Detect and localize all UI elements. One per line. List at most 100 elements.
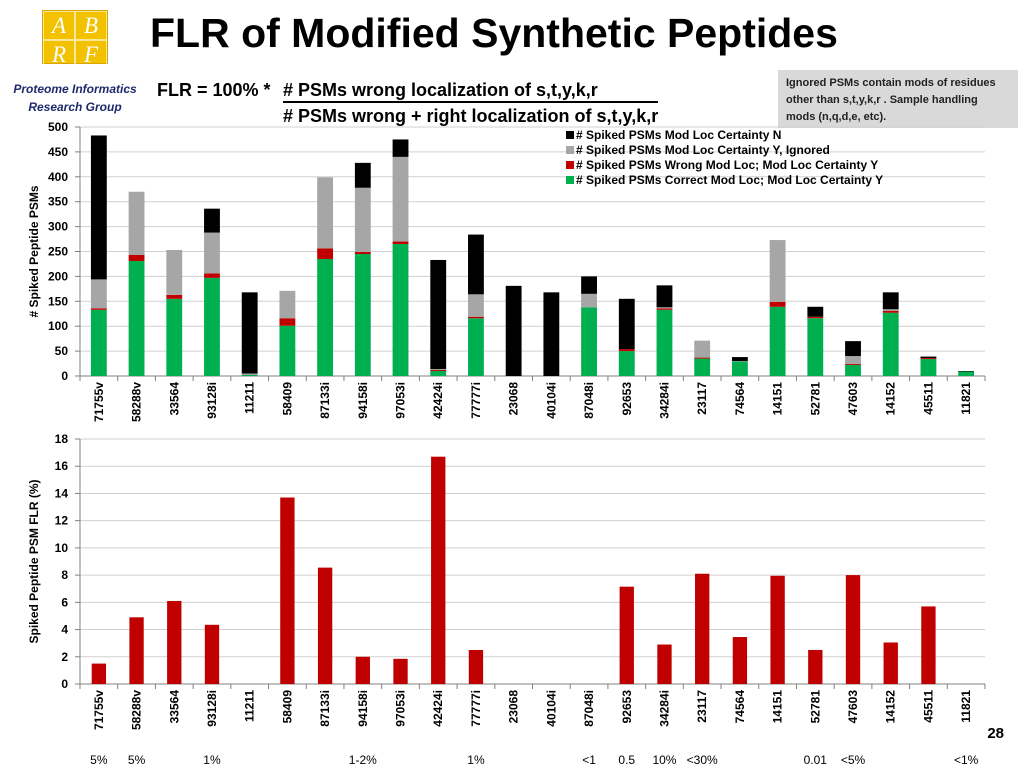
psm-bar-segment [392, 156, 409, 242]
flr-chart-category-label: 11821 [959, 690, 973, 723]
psm-chart-category-label: 34284i [657, 382, 671, 419]
flr-chart-category-label: 97053i [394, 690, 408, 727]
legend-swatch [566, 146, 574, 154]
psm-bar-segment [468, 318, 484, 376]
psm-bar-segment [128, 191, 145, 255]
psm-chart-ytick-label: 200 [48, 269, 68, 283]
psm-chart-category-label: 23068 [507, 382, 521, 416]
psm-bar-segment [769, 301, 786, 307]
flr-bar [167, 600, 182, 684]
logo-letter: R [43, 40, 75, 69]
psm-bar-segment [882, 310, 899, 313]
flr-chart-ytick-label: 4 [61, 623, 68, 637]
legend-label: # Spiked PSMs Mod Loc Certainty N [576, 128, 781, 142]
flr-annotation: <30% [687, 753, 718, 767]
legend-swatch [566, 161, 574, 169]
org-line1: Proteome Informatics [13, 82, 137, 96]
psm-bar-segment [581, 276, 597, 294]
flr-bar [317, 567, 333, 684]
psm-bar-segment [279, 325, 296, 376]
flr-bar [732, 637, 748, 684]
psm-bar-segment [656, 309, 673, 376]
flr-chart-ytick-label: 16 [55, 459, 69, 473]
psm-bar-segment [354, 253, 371, 376]
flr-chart-y-axis-title: Spiked Peptide PSM FLR (%) [27, 479, 41, 643]
psm-chart-ytick-label: 100 [48, 319, 68, 333]
flr-annotation: <1 [582, 753, 596, 767]
flr-chart-category-label: 74564 [733, 690, 747, 724]
psm-bar-segment [279, 318, 296, 326]
psm-chart-category-label: 47603 [846, 382, 860, 416]
psm-bar-segment [769, 240, 786, 302]
psm-chart-category-label: 58288v [130, 382, 144, 422]
psm-bar-segment [430, 259, 447, 370]
psm-chart-ytick-label: 500 [48, 120, 68, 134]
psm-chart-ytick-label: 400 [48, 170, 68, 184]
psm-bar-segment [468, 316, 484, 319]
psm-chart-category-label: 42424i [431, 382, 445, 419]
flr-bar [355, 656, 370, 684]
psm-bar-segment [845, 341, 861, 357]
flr-chart-category-label: 77777i [469, 690, 483, 727]
legend-swatch [566, 176, 574, 184]
flr-bar [431, 456, 446, 684]
psm-chart-category-label: 97053i [394, 382, 408, 419]
psm-chart-category-label: 94158i [356, 382, 370, 419]
flr-bar [808, 649, 823, 684]
flr-bar [280, 497, 295, 684]
psm-bar-segment [920, 359, 937, 376]
flr-annotation: 0.5 [618, 753, 635, 767]
psm-bar-segment [807, 318, 824, 376]
org-line2: Research Group [28, 100, 122, 114]
psm-bar-segment [505, 285, 522, 376]
psm-bar-segment [731, 361, 748, 362]
flr-annotation: 1-2% [349, 753, 377, 767]
flr-chart-category-label: 93128i [205, 690, 219, 727]
psm-chart-category-label: 14151 [771, 382, 785, 416]
flr-bar [921, 606, 936, 684]
psm-chart-category-label: 33564 [167, 382, 181, 416]
psm-chart-ytick-label: 450 [48, 145, 68, 159]
psm-bar-segment [317, 258, 334, 376]
psm-chart-category-label: 45511 [921, 382, 935, 415]
flr-chart-ytick-label: 6 [61, 595, 68, 609]
psm-chart-category-label: 58409 [280, 382, 294, 416]
psm-bar-segment [468, 294, 484, 317]
psm-bar-segment [694, 357, 711, 359]
legend-label: # Spiked PSMs Wrong Mod Loc; Mod Loc Cer… [576, 158, 878, 172]
psm-bar-segment [241, 375, 258, 376]
psm-bar-segment [618, 349, 635, 352]
flr-chart-category-label: 23117 [695, 690, 709, 723]
psm-chart-category-label: 93128i [205, 382, 219, 419]
psm-bar-segment [317, 248, 334, 259]
flr-chart-category-label: 14151 [771, 690, 785, 724]
formula-denominator: # PSMs wrong + right localization of s,t… [283, 106, 659, 126]
psm-bar-segment [430, 369, 447, 371]
flr-chart-ytick-label: 8 [61, 568, 68, 582]
flr-bar [695, 573, 710, 684]
flr-annotation: 1% [203, 753, 221, 767]
psm-chart-category-label: 74564 [733, 382, 747, 416]
flr-chart-ytick-label: 10 [55, 541, 69, 555]
psm-bar-segment [166, 298, 183, 376]
psm-bar-segment [656, 308, 673, 310]
psm-bar-segment [581, 307, 597, 376]
psm-bar-segment [392, 139, 409, 157]
flr-bar [619, 586, 634, 684]
psm-bar-segment [882, 309, 899, 311]
flr-chart-ytick-label: 18 [55, 432, 69, 446]
psm-bar-segment [279, 290, 296, 319]
psm-chart-category-label: 52781 [808, 382, 822, 416]
psm-bar-segment [694, 358, 711, 376]
flr-annotation: 5% [90, 753, 108, 767]
psm-bar-segment [128, 254, 145, 261]
psm-chart-category-label: 87133i [318, 382, 332, 419]
flr-bar [91, 663, 107, 684]
flr-chart-category-label: 87133i [318, 690, 332, 727]
psm-bar-segment [354, 251, 371, 254]
flr-bar [883, 642, 898, 684]
psm-chart-category-label: 23117 [695, 382, 709, 415]
psm-bar-segment [656, 285, 673, 308]
flr-chart-category-label: 87048i [582, 690, 596, 727]
